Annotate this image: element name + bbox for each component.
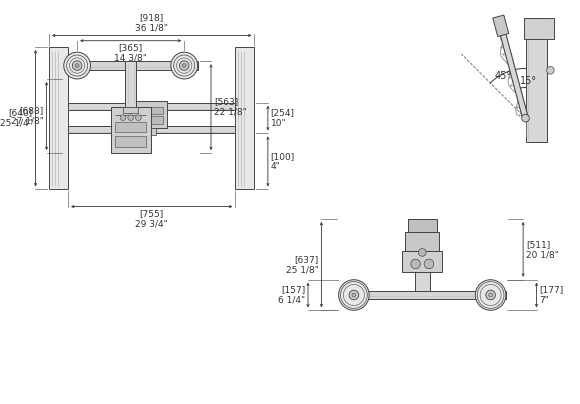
Circle shape bbox=[179, 61, 189, 70]
Text: [918]
36 1/8": [918] 36 1/8" bbox=[135, 13, 168, 33]
Text: [640]
25 1/4": [640] 25 1/4" bbox=[0, 108, 32, 128]
Circle shape bbox=[182, 64, 186, 67]
Bar bbox=[111, 107, 151, 153]
Circle shape bbox=[546, 67, 554, 74]
Circle shape bbox=[128, 115, 133, 120]
Circle shape bbox=[339, 280, 369, 310]
Circle shape bbox=[136, 115, 141, 120]
Text: 15°: 15° bbox=[520, 76, 538, 86]
Bar bbox=[525, 18, 546, 142]
Bar bbox=[115, 122, 146, 132]
Text: [563]
22 1/8": [563] 22 1/8" bbox=[214, 97, 246, 117]
Text: [755]
29 3/4": [755] 29 3/4" bbox=[135, 209, 168, 229]
Bar bbox=[524, 18, 554, 39]
Bar bbox=[147, 128, 157, 135]
Text: [157]
6 1/4": [157] 6 1/4" bbox=[278, 285, 305, 305]
Bar bbox=[339, 291, 506, 299]
Text: [637]
25 1/8": [637] 25 1/8" bbox=[286, 255, 318, 274]
Circle shape bbox=[424, 259, 434, 269]
Circle shape bbox=[72, 61, 82, 70]
Circle shape bbox=[489, 293, 492, 297]
Bar bbox=[408, 219, 437, 232]
Text: [688]
27 1/8": [688] 27 1/8" bbox=[11, 106, 44, 126]
Bar bbox=[49, 47, 68, 189]
Bar bbox=[64, 61, 198, 70]
Bar bbox=[136, 101, 167, 128]
Bar bbox=[68, 103, 235, 110]
Circle shape bbox=[171, 52, 198, 79]
Text: 45°: 45° bbox=[495, 71, 512, 81]
Bar bbox=[140, 107, 163, 114]
Circle shape bbox=[120, 115, 126, 120]
Text: [511]
20 1/8": [511] 20 1/8" bbox=[526, 240, 559, 259]
Bar bbox=[123, 107, 139, 113]
Circle shape bbox=[476, 280, 506, 310]
Polygon shape bbox=[498, 25, 528, 119]
Circle shape bbox=[349, 290, 358, 300]
Text: [365]
14 3/8": [365] 14 3/8" bbox=[114, 44, 147, 63]
Bar bbox=[125, 61, 136, 107]
Text: [100]
4": [100] 4" bbox=[271, 152, 295, 171]
Bar bbox=[115, 136, 146, 147]
Bar bbox=[493, 15, 509, 36]
Circle shape bbox=[486, 290, 495, 300]
Circle shape bbox=[521, 114, 530, 122]
Circle shape bbox=[418, 248, 426, 256]
Circle shape bbox=[64, 52, 90, 79]
Bar bbox=[415, 271, 430, 291]
Circle shape bbox=[75, 64, 79, 67]
Text: [254]
10": [254] 10" bbox=[271, 108, 295, 128]
Bar bbox=[140, 116, 163, 124]
Bar bbox=[68, 126, 235, 133]
Circle shape bbox=[411, 259, 420, 269]
Circle shape bbox=[352, 293, 356, 297]
Bar bbox=[235, 47, 255, 189]
Text: [177]
7": [177] 7" bbox=[539, 285, 564, 305]
Bar bbox=[405, 232, 440, 250]
Bar bbox=[402, 250, 443, 271]
